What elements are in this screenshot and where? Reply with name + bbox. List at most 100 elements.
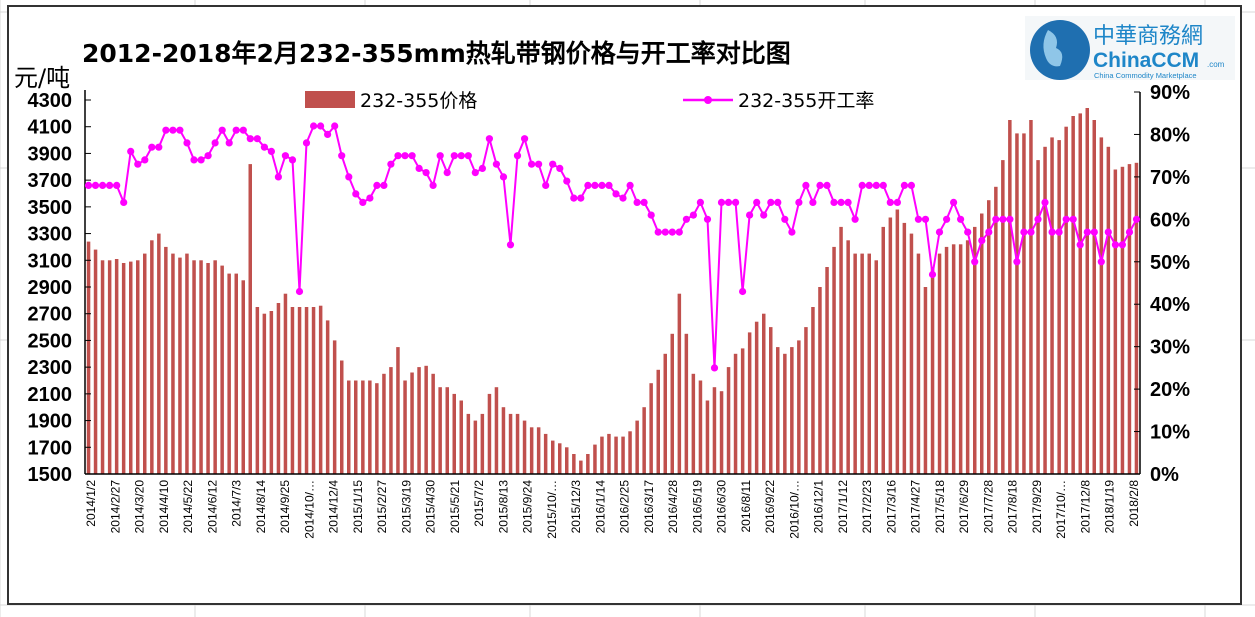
price-bar <box>923 287 928 474</box>
price-bar <box>656 369 660 474</box>
rate-point <box>985 228 993 236</box>
price-bar <box>164 246 168 474</box>
x-tick-label: 2014/8/14 <box>254 480 268 534</box>
rate-point <box>1111 241 1119 249</box>
x-tick-label: 2015/9/24 <box>521 480 535 534</box>
rate-point <box>183 139 191 147</box>
rate-point <box>865 181 873 189</box>
legend-line-label: 232-355开工率 <box>738 90 874 112</box>
price-bar <box>649 383 653 474</box>
price-bar <box>1120 166 1125 475</box>
price-bar <box>930 267 935 474</box>
rate-point <box>317 122 325 130</box>
rate-point <box>106 181 114 189</box>
rate-point <box>422 169 430 177</box>
price-bar <box>881 226 885 474</box>
rate-point <box>457 152 465 160</box>
price-bar <box>318 305 323 474</box>
price-bar <box>762 313 766 474</box>
logo-en: ChinaCCM <box>1093 49 1199 72</box>
rate-point <box>1027 228 1035 236</box>
y-axis-left-unit: 元/吨 <box>14 64 70 92</box>
rate-point <box>696 198 705 206</box>
price-bar <box>740 348 745 474</box>
price-bar <box>206 263 210 474</box>
price-bar <box>726 367 731 474</box>
price-bar <box>459 400 463 474</box>
y-left-tick-label: 2700 <box>28 304 73 326</box>
rate-point <box>802 181 810 189</box>
rate-point <box>513 152 522 160</box>
rate-point <box>584 181 592 189</box>
price-bar <box>839 226 843 474</box>
rate-point <box>120 198 128 206</box>
x-tick-label: 2014/3/20 <box>133 480 147 534</box>
rate-point <box>464 152 472 160</box>
price-bar <box>269 311 274 474</box>
price-bar <box>987 200 991 474</box>
rate-point <box>478 164 486 172</box>
price-bar <box>558 443 562 474</box>
rate-point <box>288 156 297 164</box>
price-bar <box>832 246 836 474</box>
rate-point <box>788 228 796 236</box>
rate-point <box>436 152 444 160</box>
x-tick-label: 2014/6/12 <box>205 480 219 534</box>
price-bar <box>579 460 583 474</box>
price-bar <box>1029 120 1033 474</box>
price-bar <box>635 420 639 474</box>
y-left-tick-label: 2900 <box>28 277 73 299</box>
x-tick-label: 2014/10/… <box>302 480 316 539</box>
price-bar <box>902 222 907 474</box>
price-bar <box>1015 133 1019 474</box>
x-tick-label: 2014/4/10 <box>157 480 171 534</box>
rate-point <box>225 139 233 147</box>
price-bar <box>445 387 449 474</box>
rate-point <box>1020 228 1028 236</box>
price-bar <box>227 273 231 474</box>
y-left-tick-label: 1500 <box>28 464 73 486</box>
rate-point <box>506 241 515 249</box>
rate-point <box>373 181 381 189</box>
rate-point <box>91 181 100 189</box>
rate-point <box>281 152 289 160</box>
price-bar <box>487 393 492 474</box>
price-bar <box>825 267 829 474</box>
price-bar <box>811 307 815 474</box>
price-bar <box>199 260 203 474</box>
x-tick-label: 2014/9/25 <box>278 480 292 534</box>
rate-point <box>99 181 107 189</box>
rate-point <box>900 181 909 189</box>
rate-point <box>689 211 698 219</box>
price-bar <box>375 383 379 474</box>
x-axis-labels: 2014/1/2 2014/2/27 2014/3/20 2014/4/10 2014/… <box>84 480 1141 539</box>
price-bar <box>424 365 428 474</box>
x-tick-label: 2017/9/29 <box>1030 480 1044 534</box>
rate-point <box>1013 258 1021 266</box>
rate-point <box>155 143 163 151</box>
x-tick-label: 2016/5/19 <box>690 480 704 534</box>
price-bar <box>1127 164 1132 474</box>
rate-point <box>127 147 135 155</box>
rate-point <box>169 126 177 134</box>
price-bar <box>501 407 506 474</box>
price-bar <box>220 265 224 474</box>
x-tick-label: 2017/5/18 <box>933 480 947 534</box>
x-tick-label: 2016/9/22 <box>763 480 777 534</box>
rate-point <box>176 126 184 134</box>
y-left-tick-label: 2100 <box>28 384 73 406</box>
rate-point <box>746 211 754 219</box>
rate-point <box>570 194 578 202</box>
price-bar <box>340 360 344 474</box>
price-bar <box>107 260 112 474</box>
x-tick-label: 2016/6/30 <box>715 480 729 534</box>
price-bar <box>480 413 485 474</box>
rate-point <box>190 156 198 164</box>
globe-continent-icon <box>1043 30 1063 67</box>
price-bar <box>213 260 217 474</box>
x-tick-label: 2016/4/28 <box>666 480 680 534</box>
x-tick-label: 2015/8/13 <box>496 480 510 534</box>
rate-point <box>246 135 254 143</box>
y-right-tick-label: 50% <box>1150 252 1190 274</box>
rate-point <box>521 135 529 143</box>
